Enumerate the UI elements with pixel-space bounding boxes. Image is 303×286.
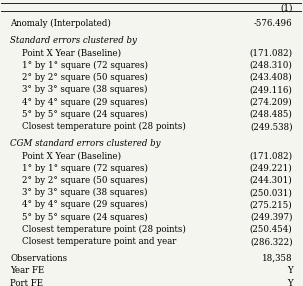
Text: 3° by 3° square (38 squares): 3° by 3° square (38 squares) [22, 188, 148, 197]
Text: Observations: Observations [10, 254, 68, 263]
Text: (243.408): (243.408) [250, 73, 293, 82]
Text: 2° by 2° square (50 squares): 2° by 2° square (50 squares) [22, 73, 148, 82]
Text: 4° by 4° square (29 squares): 4° by 4° square (29 squares) [22, 98, 148, 107]
Text: (1): (1) [280, 3, 293, 12]
Text: 1° by 1° square (72 squares): 1° by 1° square (72 squares) [22, 61, 148, 70]
Text: (274.209): (274.209) [250, 98, 293, 107]
Text: (250.031): (250.031) [250, 188, 293, 197]
Text: 5° by 5° square (24 squares): 5° by 5° square (24 squares) [22, 110, 148, 119]
Text: 4° by 4° square (29 squares): 4° by 4° square (29 squares) [22, 200, 148, 209]
Text: 2° by 2° square (50 squares): 2° by 2° square (50 squares) [22, 176, 148, 185]
Text: CGM standard errors clustered by: CGM standard errors clustered by [10, 139, 161, 148]
Text: Point X Year (Baseline): Point X Year (Baseline) [22, 151, 122, 160]
Text: (286.322): (286.322) [250, 237, 293, 246]
Text: 18,358: 18,358 [262, 254, 293, 263]
Text: (250.454): (250.454) [250, 225, 293, 234]
Text: Point X Year (Baseline): Point X Year (Baseline) [22, 48, 122, 57]
Text: -576.496: -576.496 [254, 19, 293, 28]
Text: (248.485): (248.485) [250, 110, 293, 119]
Text: (249.538): (249.538) [250, 122, 293, 131]
Text: (171.082): (171.082) [249, 151, 293, 160]
Text: Year FE: Year FE [10, 266, 45, 275]
Text: (249.221): (249.221) [250, 164, 293, 172]
Text: Y: Y [287, 279, 293, 286]
Text: Closest temperature point (28 points): Closest temperature point (28 points) [22, 122, 186, 131]
Text: 1° by 1° square (72 squares): 1° by 1° square (72 squares) [22, 164, 148, 173]
Text: (249.397): (249.397) [250, 212, 293, 222]
Text: (248.310): (248.310) [250, 61, 293, 70]
Text: Anomaly (Interpolated): Anomaly (Interpolated) [10, 19, 111, 28]
Text: Y: Y [287, 266, 293, 275]
Text: 3° by 3° square (38 squares): 3° by 3° square (38 squares) [22, 85, 148, 94]
Text: Port FE: Port FE [10, 279, 43, 286]
Text: Standard errors clustered by: Standard errors clustered by [10, 36, 137, 45]
Text: Closest temperature point (28 points): Closest temperature point (28 points) [22, 225, 186, 234]
Text: 5° by 5° square (24 squares): 5° by 5° square (24 squares) [22, 212, 148, 222]
Text: (171.082): (171.082) [249, 48, 293, 57]
Text: Closest temperature point and year: Closest temperature point and year [22, 237, 177, 246]
Text: (244.301): (244.301) [250, 176, 293, 185]
Text: (275.215): (275.215) [250, 200, 293, 209]
Text: (249.116): (249.116) [250, 85, 293, 94]
